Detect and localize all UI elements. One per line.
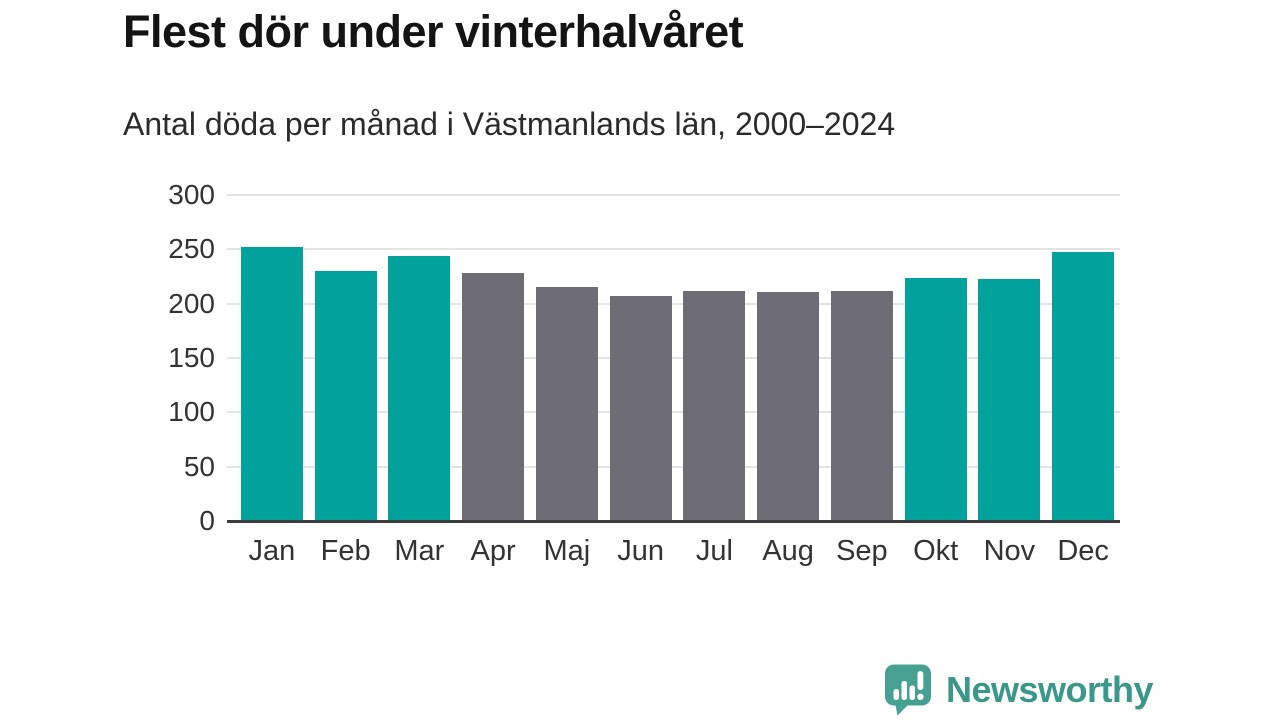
x-tick-label-apr: Apr xyxy=(470,535,516,567)
bar-okt xyxy=(904,277,967,521)
x-tick-label-mar: Mar xyxy=(394,535,445,567)
bar-sep xyxy=(830,290,893,521)
bar-jul xyxy=(683,290,746,521)
y-tick-label-250: 250 xyxy=(168,233,215,265)
x-axis-line xyxy=(227,520,1120,523)
bar-mar xyxy=(388,255,451,521)
bar-slot-jun xyxy=(604,195,678,521)
bar-apr xyxy=(462,273,525,521)
bar-maj xyxy=(535,287,598,521)
y-tick-label-200: 200 xyxy=(168,287,215,319)
y-tick-label-300: 300 xyxy=(168,179,215,210)
bar-slot-apr xyxy=(456,195,530,521)
x-axis-labels: Jan Feb Mar Apr Maj Jun Jul Aug Sep Okt Nov Dec xyxy=(235,535,1120,568)
bar-slot-aug xyxy=(751,195,825,521)
gridline-100 xyxy=(227,411,1120,414)
bar-jan xyxy=(240,247,303,521)
plot-area xyxy=(227,194,1120,523)
bar-dec xyxy=(1052,251,1115,521)
newsworthy-logo-text: Newsworthy xyxy=(945,668,1154,710)
newsworthy-speech-bubble-chart-icon xyxy=(884,664,931,716)
bars xyxy=(235,195,1120,521)
y-tick-label-100: 100 xyxy=(168,396,215,428)
x-tick-label-maj: Maj xyxy=(543,535,591,567)
bar-slot-jul xyxy=(678,195,752,521)
bar-slot-maj xyxy=(530,195,604,521)
x-tick-label-sep: Sep xyxy=(836,535,888,567)
bar-jun xyxy=(609,296,672,521)
gridline-250 xyxy=(227,248,1120,251)
x-tick-label-jan: Jan xyxy=(248,535,296,567)
x-tick-label-nov: Nov xyxy=(983,535,1036,567)
chart-subtitle: Antal döda per månad i Västmanlands län,… xyxy=(123,106,896,142)
bar-slot-nov xyxy=(973,195,1047,521)
bar-slot-feb xyxy=(309,195,383,521)
x-tick-label-feb: Feb xyxy=(320,535,371,567)
bar-slot-dec xyxy=(1046,195,1120,521)
x-tick-label-jun: Jun xyxy=(617,535,664,567)
gridline-200 xyxy=(227,302,1120,305)
bar-slot-mar xyxy=(383,195,457,521)
bar-slot-jan xyxy=(235,195,309,521)
bar-feb xyxy=(314,271,377,521)
gridline-50 xyxy=(227,465,1120,468)
chart-title: Flest dör under vinterhalvåret xyxy=(123,6,744,57)
y-tick-label-150: 150 xyxy=(168,342,215,373)
gridline-300 xyxy=(227,194,1120,196)
x-tick-label-okt: Okt xyxy=(913,535,959,567)
y-tick-label-0: 0 xyxy=(199,505,215,536)
x-tick-label-dec: Dec xyxy=(1057,535,1109,567)
bar-slot-sep xyxy=(825,195,899,521)
x-tick-label-jul: Jul xyxy=(695,535,733,567)
bar-nov xyxy=(978,278,1041,521)
y-tick-label-50: 50 xyxy=(183,450,215,482)
x-tick-label-aug: Aug xyxy=(762,535,814,567)
gridline-150 xyxy=(227,357,1120,359)
bar-aug xyxy=(757,291,820,521)
newsworthy-logo: Newsworthy xyxy=(883,663,1154,716)
bar-slot-okt xyxy=(899,195,973,521)
